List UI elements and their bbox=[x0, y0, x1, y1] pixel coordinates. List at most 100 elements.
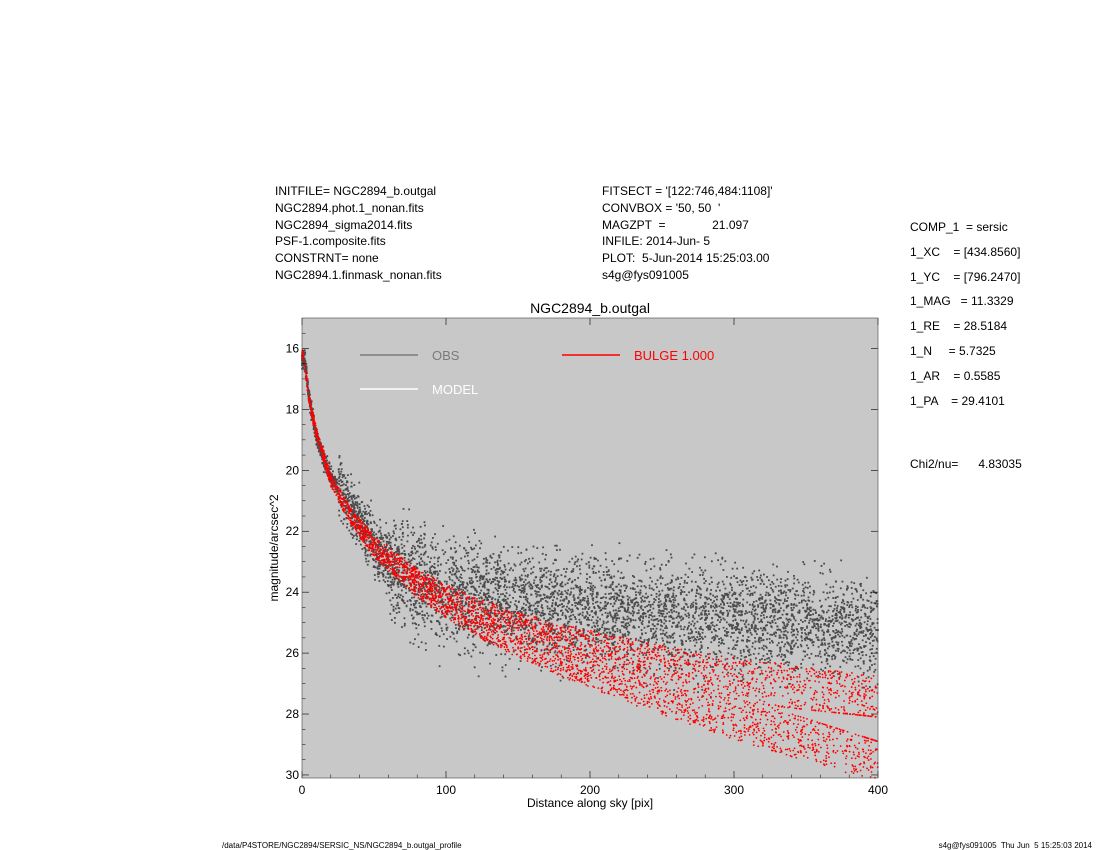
obs-point bbox=[557, 605, 559, 608]
obs-point bbox=[534, 608, 537, 610]
obs-point bbox=[627, 622, 630, 625]
obs-point bbox=[857, 659, 860, 661]
obs-point bbox=[405, 571, 408, 574]
obs-point bbox=[466, 589, 469, 592]
obs-point bbox=[862, 598, 865, 601]
obs-point bbox=[829, 586, 832, 589]
obs-point bbox=[658, 663, 661, 666]
obs-point bbox=[539, 576, 542, 579]
obs-point bbox=[831, 640, 834, 643]
obs-point bbox=[686, 626, 689, 629]
obs-point bbox=[645, 596, 648, 599]
obs-point bbox=[553, 632, 556, 634]
obs-point bbox=[573, 644, 576, 646]
obs-point bbox=[471, 585, 474, 588]
obs-point bbox=[470, 592, 473, 595]
obs-point bbox=[866, 623, 869, 626]
obs-point bbox=[523, 570, 526, 573]
obs-point bbox=[665, 650, 668, 653]
obs-point bbox=[595, 641, 597, 644]
obs-point bbox=[711, 601, 714, 604]
obs-point bbox=[461, 581, 464, 583]
obs-point bbox=[509, 605, 511, 607]
obs-point bbox=[802, 590, 804, 592]
obs-point bbox=[364, 548, 367, 551]
obs-point bbox=[845, 634, 848, 637]
obs-point bbox=[393, 580, 396, 583]
obs-point bbox=[472, 566, 475, 569]
obs-point bbox=[379, 518, 381, 521]
obs-point bbox=[577, 586, 580, 589]
obs-point bbox=[817, 627, 820, 630]
obs-point bbox=[460, 621, 463, 623]
obs-point bbox=[387, 576, 390, 579]
obs-point bbox=[622, 602, 625, 605]
obs-point bbox=[480, 600, 483, 603]
obs-point bbox=[771, 641, 774, 644]
obs-point bbox=[606, 603, 609, 605]
obs-point bbox=[637, 609, 640, 612]
obs-point bbox=[709, 696, 712, 699]
obs-point bbox=[739, 592, 742, 594]
obs-point bbox=[429, 571, 432, 574]
obs-point bbox=[843, 602, 846, 605]
obs-point bbox=[744, 625, 747, 628]
obs-point bbox=[678, 667, 681, 670]
obs-point bbox=[784, 629, 787, 632]
obs-point bbox=[380, 554, 383, 556]
obs-point bbox=[761, 658, 763, 660]
obs-point bbox=[454, 588, 457, 591]
obs-point bbox=[605, 571, 608, 573]
obs-point bbox=[680, 639, 683, 642]
obs-point bbox=[839, 631, 841, 634]
obs-point bbox=[389, 548, 392, 550]
obs-point bbox=[417, 591, 420, 593]
obs-point bbox=[351, 533, 353, 536]
obs-point bbox=[727, 647, 730, 650]
obs-point bbox=[353, 494, 355, 497]
obs-point bbox=[580, 558, 583, 561]
obs-point bbox=[521, 587, 524, 590]
obs-point bbox=[540, 580, 543, 582]
obs-point bbox=[387, 560, 390, 563]
obs-point bbox=[697, 592, 700, 595]
obs-point bbox=[776, 628, 779, 631]
obs-point bbox=[626, 630, 629, 633]
obs-point bbox=[707, 653, 709, 656]
obs-point bbox=[758, 641, 761, 644]
obs-point bbox=[537, 605, 539, 607]
obs-point bbox=[855, 607, 857, 610]
obs-point bbox=[549, 664, 552, 667]
obs-point bbox=[369, 541, 372, 543]
obs-point bbox=[401, 520, 404, 523]
obs-point bbox=[445, 562, 448, 564]
obs-point bbox=[804, 609, 806, 612]
obs-point bbox=[667, 593, 670, 596]
obs-point bbox=[642, 611, 645, 614]
obs-point bbox=[847, 586, 849, 589]
obs-point bbox=[351, 494, 354, 497]
obs-point bbox=[686, 582, 689, 584]
obs-point bbox=[766, 632, 769, 635]
obs-point bbox=[568, 601, 571, 604]
obs-point bbox=[396, 601, 399, 604]
obs-point bbox=[394, 555, 396, 558]
obs-point bbox=[866, 620, 869, 623]
obs-point bbox=[546, 601, 549, 604]
obs-point bbox=[559, 593, 562, 595]
obs-point bbox=[718, 638, 720, 640]
obs-point bbox=[354, 501, 357, 504]
obs-point bbox=[723, 602, 725, 605]
obs-point bbox=[514, 576, 517, 579]
obs-point bbox=[466, 582, 469, 585]
obs-point bbox=[695, 602, 698, 605]
obs-point bbox=[391, 566, 394, 569]
obs-point bbox=[589, 585, 592, 588]
obs-point bbox=[574, 561, 577, 564]
obs-point bbox=[473, 528, 475, 531]
obs-point bbox=[688, 648, 691, 651]
obs-point bbox=[438, 623, 441, 626]
obs-point bbox=[612, 620, 615, 623]
obs-point bbox=[391, 581, 393, 584]
obs-point bbox=[640, 640, 643, 643]
